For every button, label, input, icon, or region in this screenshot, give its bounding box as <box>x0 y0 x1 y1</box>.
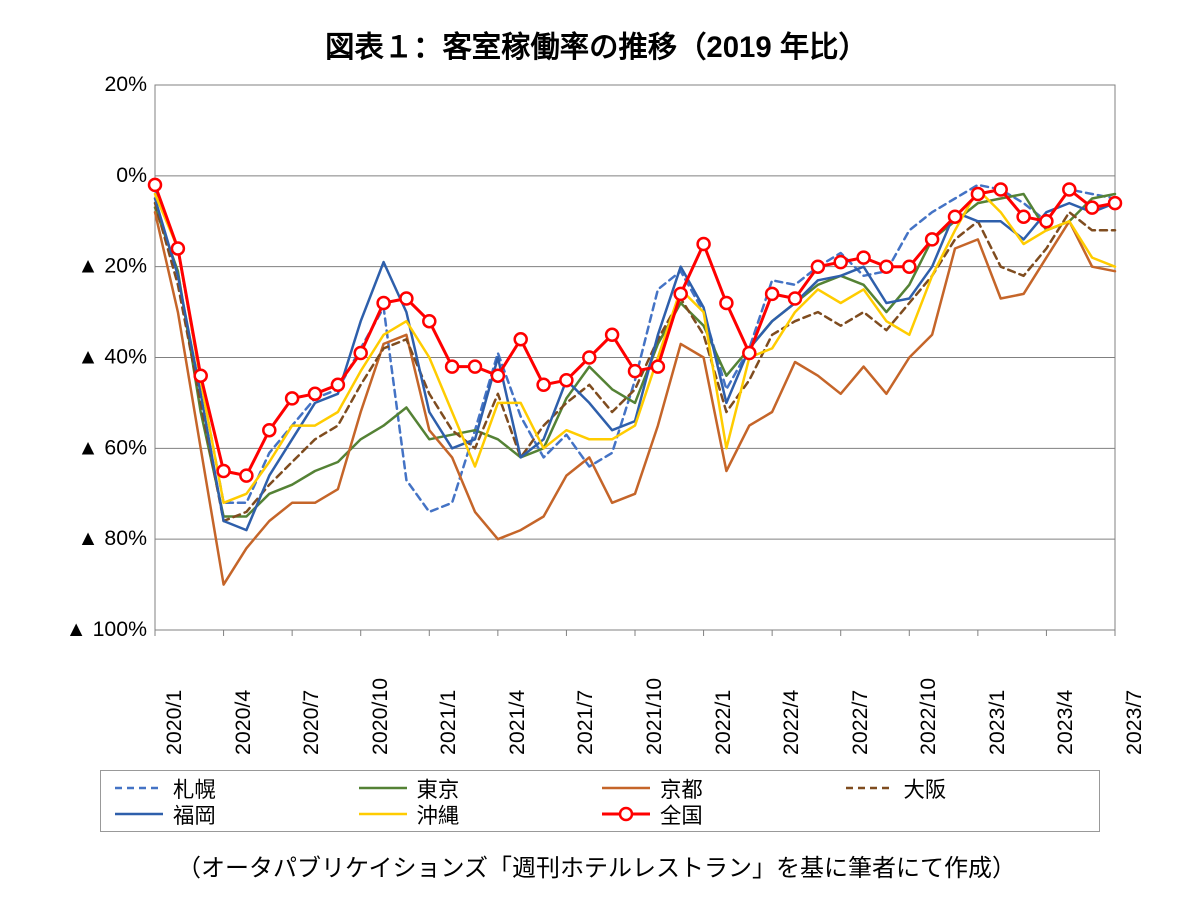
legend-swatch-icon <box>844 779 896 797</box>
legend-item-kyoto: 京都 <box>600 775 844 801</box>
legend-item-sapporo: 札幌 <box>113 775 357 801</box>
svg-text:0%: 0% <box>116 163 147 187</box>
x-tick-label: 2020/10 <box>368 678 393 755</box>
x-tick-label: 2020/1 <box>162 690 187 755</box>
x-tick-label: 2023/7 <box>1122 690 1147 755</box>
svg-text:▲ 100%: ▲ 100% <box>66 617 147 641</box>
legend-swatch-icon <box>113 779 165 797</box>
legend-item-okinawa: 沖縄 <box>357 801 601 827</box>
x-tick-label: 2022/7 <box>848 690 873 755</box>
legend-item-zenkoku: 全国 <box>600 801 844 827</box>
legend: 札幌東京京都 大阪福岡 沖縄 全国 <box>100 770 1100 832</box>
legend-swatch-icon <box>113 805 165 823</box>
x-tick-label: 2020/7 <box>299 690 324 755</box>
chart-container: 20% 0% ▲ 20% ▲ 40% ▲ 60% ▲ 80% ▲ 100% <box>60 75 1130 655</box>
legend-swatch-icon <box>600 779 652 797</box>
legend-swatch-icon <box>357 779 409 797</box>
x-tick-label: 2023/1 <box>985 690 1010 755</box>
legend-item-osaka: 大阪 <box>844 775 1088 801</box>
svg-text:20%: 20% <box>104 75 147 96</box>
svg-text:▲ 20%: ▲ 20% <box>77 254 147 278</box>
x-tick-label: 2021/10 <box>642 678 667 755</box>
legend-label: 全国 <box>660 799 703 830</box>
legend-label: 大阪 <box>904 773 947 804</box>
page: 図表１：客室稼働率の推移（2019 年比） 20% 0% ▲ 20% ▲ 40% ▲ 6… <box>0 0 1193 899</box>
x-tick-label: 2021/4 <box>505 690 530 755</box>
svg-text:▲ 80%: ▲ 80% <box>77 526 147 550</box>
legend-item-tokyo: 東京 <box>357 775 601 801</box>
svg-text:▲ 40%: ▲ 40% <box>77 345 147 369</box>
x-tick-label: 2021/7 <box>573 690 598 755</box>
chart-source-note: （オータパブリケイションズ「週刊ホテルレストラン」を基に筆者にて作成） <box>0 848 1193 883</box>
x-axis-labels: 2020/1 2020/4 2020/7 2020/10 2021/1 2021/4 202… <box>60 655 1130 765</box>
legend-swatch-icon <box>600 805 652 823</box>
x-tick-label: 2023/4 <box>1053 690 1078 755</box>
x-tick-label: 2020/4 <box>231 690 256 755</box>
legend-item-fukuoka: 福岡 <box>113 801 357 827</box>
legend-swatch-icon <box>357 805 409 823</box>
x-tick-label: 2021/1 <box>436 690 461 755</box>
chart-svg: 20% 0% ▲ 20% ▲ 40% ▲ 60% ▲ 80% ▲ 100% <box>60 75 1130 655</box>
x-tick-label: 2022/10 <box>916 678 941 755</box>
legend-label: 沖縄 <box>417 799 460 830</box>
svg-text:▲ 60%: ▲ 60% <box>77 435 147 459</box>
x-tick-label: 2022/1 <box>711 690 736 755</box>
legend-label: 福岡 <box>173 799 216 830</box>
chart-title: 図表１：客室稼働率の推移（2019 年比） <box>0 24 1193 66</box>
x-tick-label: 2022/4 <box>779 690 804 755</box>
